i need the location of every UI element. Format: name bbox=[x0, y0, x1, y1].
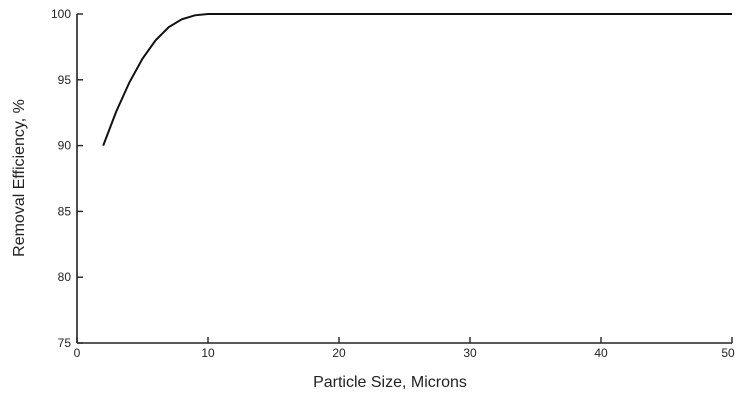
x-tick-label: 10 bbox=[201, 346, 215, 360]
y-tick-label: 75 bbox=[58, 336, 72, 350]
x-tick-label: 40 bbox=[594, 346, 608, 360]
x-tick-label: 20 bbox=[332, 346, 346, 360]
x-axis-ticks: 0 10 20 30 40 50 bbox=[74, 337, 735, 360]
x-tick-label: 50 bbox=[721, 346, 735, 360]
y-axis-title: Removal Efficiency, % bbox=[11, 99, 28, 257]
plot-area: 75 80 85 90 95 100 0 10 20 30 40 50 bbox=[51, 7, 735, 360]
x-axis-title: Particle Size, Microns bbox=[313, 374, 467, 391]
y-tick-label: 90 bbox=[58, 139, 72, 153]
y-axis-ticks: 75 80 85 90 95 100 bbox=[51, 7, 83, 350]
y-tick-label: 95 bbox=[58, 73, 72, 87]
x-tick-label: 30 bbox=[463, 346, 477, 360]
y-tick-label: 85 bbox=[58, 204, 72, 218]
y-tick-label: 100 bbox=[51, 7, 71, 21]
y-tick-label: 80 bbox=[58, 270, 72, 284]
efficiency-curve bbox=[102, 13, 732, 146]
x-tick-label: 0 bbox=[74, 346, 81, 360]
